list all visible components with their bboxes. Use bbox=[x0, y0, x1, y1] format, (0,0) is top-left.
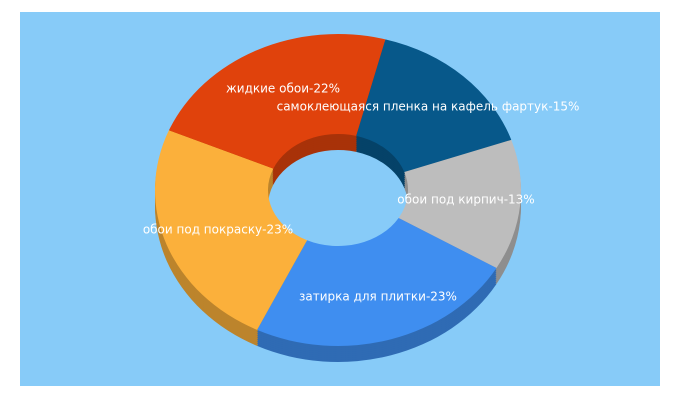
slice bbox=[257, 218, 497, 346]
slice bbox=[398, 139, 521, 268]
data-label: обои под кирпич-13% bbox=[397, 193, 534, 207]
data-label: затирка для плитки-23% bbox=[299, 290, 457, 304]
data-label: обои под покраску-23% bbox=[143, 223, 293, 237]
slice bbox=[356, 39, 512, 172]
data-label: жидкие обои-22% bbox=[226, 82, 340, 96]
data-label: самоклеющаяся пленка на кафель фартук-15… bbox=[277, 100, 580, 114]
slice bbox=[168, 34, 386, 169]
slice bbox=[155, 130, 308, 330]
